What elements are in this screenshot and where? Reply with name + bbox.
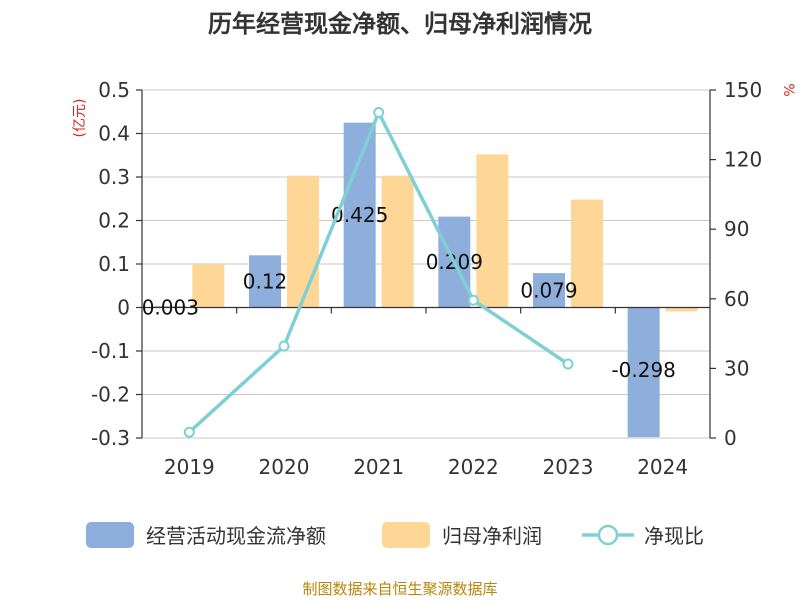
left-tick-label: 0.2 (98, 209, 130, 233)
legend-label-profit: 归母净利润 (442, 524, 542, 548)
left-axis-unit: (亿元) (72, 99, 88, 138)
ratio-line (183, 107, 574, 438)
cashflow-bar-2020 (249, 255, 281, 308)
cashflow-value-label: 0.12 (243, 269, 288, 293)
left-tick-label: -0.2 (91, 383, 130, 407)
ratio-point (183, 426, 195, 438)
chart-title: 历年经营现金净额、归母净利润情况 (208, 10, 592, 38)
cashflow-bar-2019 (154, 306, 187, 308)
right-tick-label: 60 (724, 287, 749, 311)
right-tick-label: 120 (724, 148, 762, 172)
bars (154, 122, 698, 438)
profit-bar-2020 (287, 175, 319, 308)
ratio-point (278, 340, 290, 352)
grid-lines (142, 89, 710, 439)
right-tick-label: 150 (724, 78, 762, 102)
cashflow-value-label: 0.079 (520, 278, 577, 302)
legend-label-ratio: 净现比 (644, 524, 704, 548)
x-axis-ticks: 2019 2020 2021 2022 2023 2024 (164, 455, 688, 479)
left-tick-label: -0.3 (91, 426, 130, 450)
x-tick-label: 2023 (543, 455, 594, 479)
cashflow-bar-2023 (533, 273, 565, 308)
profit-bar-2022 (476, 154, 509, 308)
legend-label-cashflow: 经营活动现金流净额 (146, 524, 326, 548)
axes (136, 89, 716, 439)
left-axis-ticks: 0.5 0.4 0.3 0.2 0.1 0 -0.1 -0.2 -0.3 (91, 78, 130, 450)
left-tick-label: -0.1 (91, 339, 130, 363)
cashflow-value-label: 0.003 (142, 296, 199, 320)
ratio-point (373, 107, 385, 119)
profit-bar-2021 (381, 175, 414, 308)
x-tick-label: 2019 (164, 455, 215, 479)
source-note: 制图数据来自恒生聚源数据库 (302, 580, 497, 598)
right-tick-label: 90 (724, 217, 749, 241)
right-axis-ticks: 150 120 90 60 30 0 (724, 78, 762, 450)
ratio-point (467, 294, 479, 306)
left-tick-label: 0.1 (98, 252, 130, 276)
x-tick-label: 2022 (448, 455, 499, 479)
cashflow-bar-2021 (343, 122, 376, 308)
profit-bar-2024 (665, 307, 698, 312)
legend-swatch-profit (382, 522, 430, 548)
ratio-point (562, 358, 574, 370)
x-tick-label: 2020 (259, 455, 310, 479)
right-tick-label: 30 (724, 356, 749, 380)
legend-swatch-cashflow (86, 522, 134, 548)
cashflow-bar-2024 (627, 307, 660, 438)
left-tick-label: 0.3 (98, 165, 130, 189)
x-tick-label: 2021 (353, 455, 404, 479)
right-axis-unit: % (780, 83, 796, 96)
left-tick-label: 0.5 (98, 78, 130, 102)
cashflow-value-label: -0.298 (611, 358, 675, 382)
profit-bar-2023 (571, 199, 603, 308)
legend-swatch-ratio-marker (597, 524, 619, 546)
profit-bar-2019 (192, 264, 225, 308)
x-tick-label: 2024 (637, 455, 688, 479)
legend: 经营活动现金流净额 归母净利润 净现比 (86, 522, 704, 548)
left-tick-label: 0.4 (98, 122, 130, 146)
left-tick-label: 0 (117, 296, 130, 320)
right-tick-label: 0 (724, 426, 737, 450)
